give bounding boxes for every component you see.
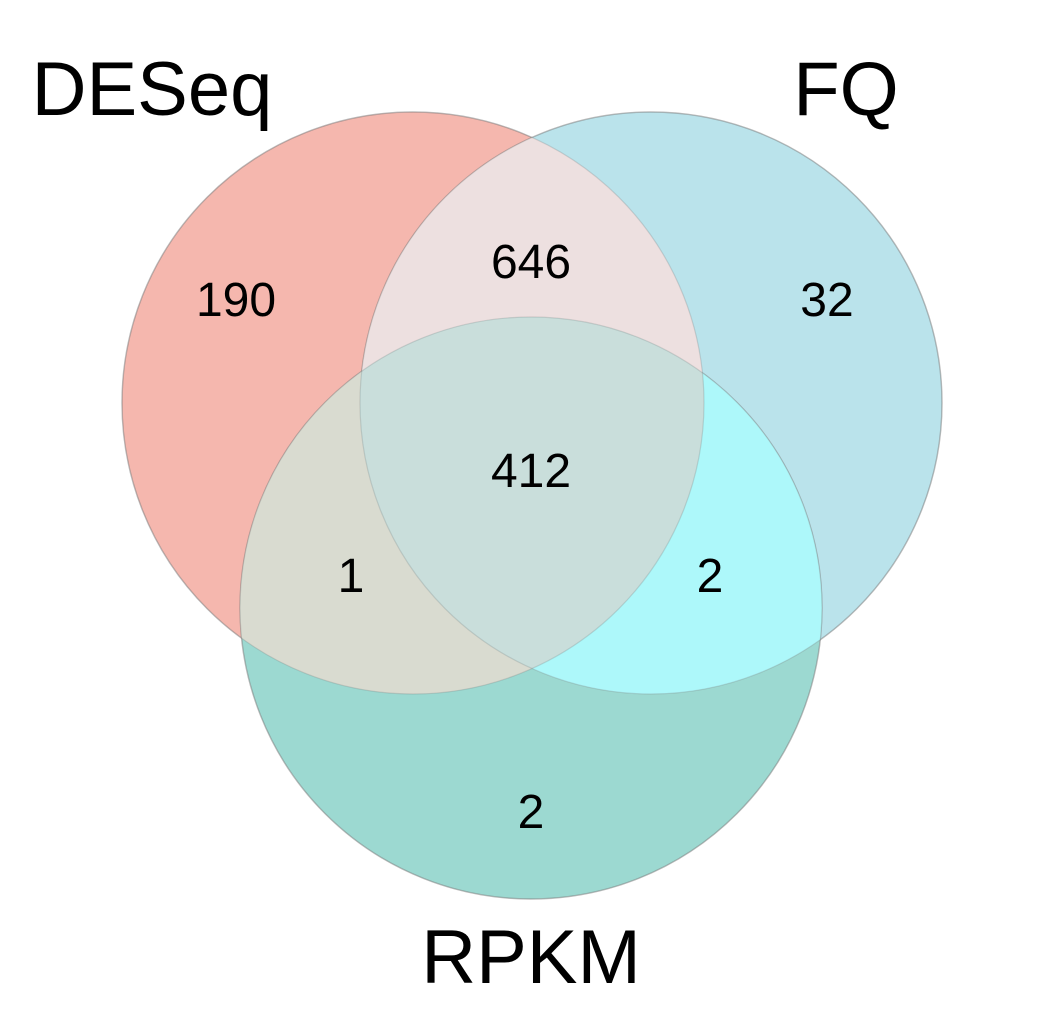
all-three-count: 412 xyxy=(491,445,571,498)
deseq-fq-count: 646 xyxy=(491,236,571,289)
rpkm-only-count: 2 xyxy=(518,786,545,839)
rpkm-label: RPKM xyxy=(421,915,641,1000)
fq-label: FQ xyxy=(793,47,899,132)
deseq-rpkm-count: 1 xyxy=(338,550,365,603)
fq-rpkm-count: 2 xyxy=(697,550,724,603)
triple-overlap xyxy=(360,317,704,694)
deseq-only-count: 190 xyxy=(196,274,276,327)
fq-only-count: 32 xyxy=(800,274,853,327)
deseq-label: DESeq xyxy=(32,47,273,132)
